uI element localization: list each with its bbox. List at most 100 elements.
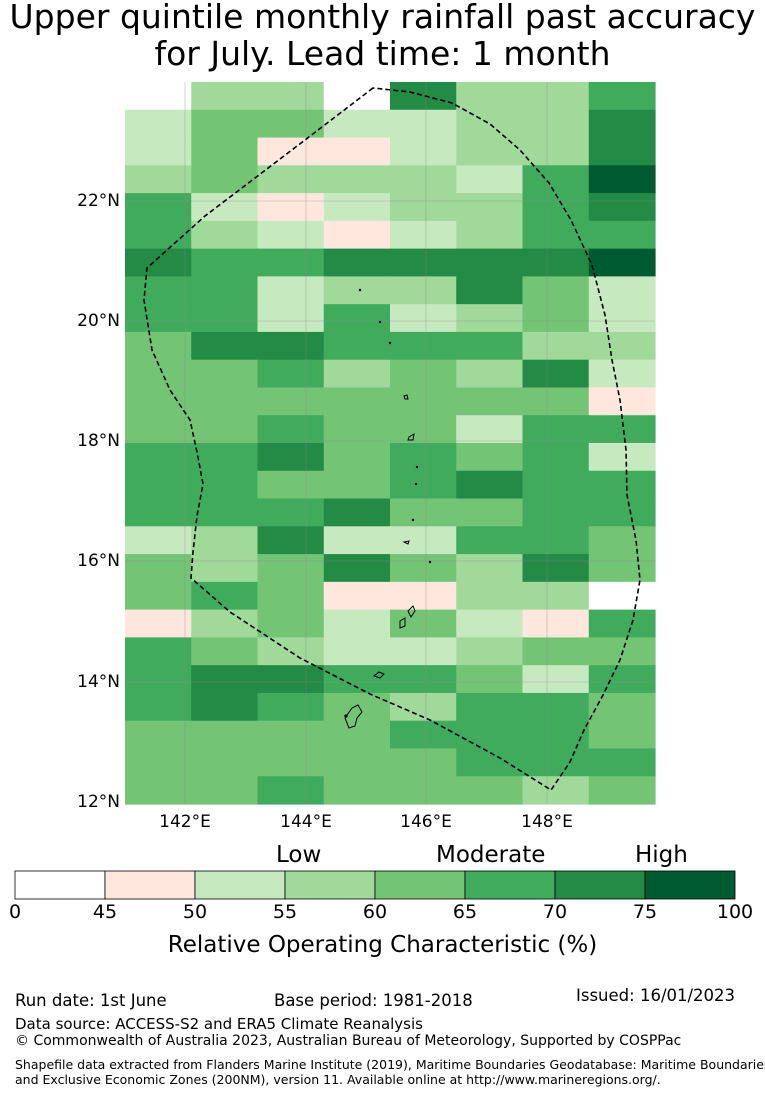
grid-cell: [588, 470, 656, 500]
grid-cell: [588, 415, 656, 444]
colorbar-segment: [644, 870, 736, 900]
grid-cell: [456, 720, 524, 750]
guam-marker: [344, 714, 348, 718]
lat-label-18n: 18°N: [77, 431, 120, 451]
grid-cell: [323, 720, 391, 750]
grid-cell: [456, 304, 524, 333]
grid-cell: [257, 109, 325, 139]
grid-cell: [257, 748, 325, 777]
grid-cell: [257, 581, 325, 611]
grid-cell: [191, 720, 259, 750]
grid-cell: [191, 526, 259, 555]
grid-cell: [191, 443, 259, 472]
grid-cell: [323, 193, 391, 222]
grid-cell: [125, 526, 192, 555]
colorbar-segment: [194, 870, 286, 900]
lon-label-144e: 144°E: [280, 812, 332, 832]
grid-cell: [323, 220, 391, 250]
grid-cell: [456, 776, 524, 805]
grid-cell: [522, 387, 590, 416]
grid-cell: [390, 526, 457, 555]
grid-cell: [257, 776, 325, 805]
saipan-coastline: [407, 605, 416, 618]
colorbar-segment: [14, 870, 106, 900]
grid-cell: [456, 665, 524, 694]
grid-cell: [125, 220, 192, 250]
grid-cell: [390, 276, 457, 305]
grid-cell: [390, 498, 457, 527]
colorbar-tick-45: 45: [92, 901, 118, 923]
grid-cell: [257, 387, 325, 416]
grid-cell: [390, 776, 457, 805]
grid-cell: [522, 109, 590, 139]
grid-cell: [390, 220, 457, 250]
grid-cell: [191, 82, 259, 111]
grid-cell: [323, 776, 391, 805]
grid-cell: [456, 109, 524, 139]
grid-cell: [390, 248, 457, 277]
lon-label-142e: 142°E: [159, 812, 211, 832]
grid-cell: [390, 665, 457, 694]
grid-cell: [323, 387, 391, 416]
grid-cell: [522, 82, 590, 111]
grid-cell: [588, 665, 656, 694]
grid-cell: [588, 359, 656, 389]
grid-cell: [588, 276, 656, 305]
copyright-notice: © Commonwealth of Australia 2023, Austra…: [15, 1033, 682, 1049]
grid-cell: [257, 165, 325, 194]
grid-cell: [323, 248, 391, 277]
agrihan-coastline: [403, 394, 409, 400]
grid-cell: [257, 443, 325, 472]
lat-label-12n: 12°N: [77, 792, 120, 812]
anatahan-coastline: [402, 540, 410, 545]
grid-cell: [588, 165, 656, 194]
grid-cell: [191, 470, 259, 500]
grid-cell: [456, 137, 524, 166]
grid-cell: [522, 720, 590, 750]
grid-cell: [522, 443, 590, 472]
grid-cell: [522, 609, 590, 638]
grid-cell: [390, 443, 457, 472]
grid-cell: [456, 637, 524, 666]
data-source: Data source: ACCESS-S2 and ERA5 Climate …: [15, 1015, 423, 1033]
grid-cell: [323, 470, 391, 500]
grid-cell: [191, 304, 259, 333]
grid-cell: [522, 193, 590, 222]
grid-cell: [456, 359, 524, 389]
grid-cell: [456, 276, 524, 305]
islet-marker: [414, 482, 418, 486]
grid-cell: [522, 248, 590, 277]
grid-cell: [125, 692, 192, 722]
grid-cell: [588, 776, 656, 805]
grid-cell: [390, 470, 457, 500]
grid-cell: [323, 109, 391, 139]
grid-cell: [323, 609, 391, 638]
grid-cell: [588, 82, 656, 111]
grid-cell: [257, 331, 325, 361]
grid-cell: [588, 720, 656, 750]
grid-cell: [323, 359, 391, 389]
grid-cell: [257, 415, 325, 444]
grid-cell: [390, 359, 457, 389]
lat-label-22n: 22°N: [77, 191, 120, 211]
grid-cell: [522, 498, 590, 527]
grid-cell: [257, 526, 325, 555]
grid-cell: [257, 276, 325, 305]
grid-cell: [125, 720, 192, 750]
grid-cell: [191, 748, 259, 777]
grid-cell: [323, 82, 391, 111]
grid-cell: [390, 304, 457, 333]
grid-cell: [522, 692, 590, 722]
grid-cell: [323, 443, 391, 472]
grid-cell: [125, 82, 192, 111]
grid-cell: [323, 498, 391, 527]
grid-cell: [588, 692, 656, 722]
grid-cell: [588, 443, 656, 472]
grid-cell: [456, 581, 524, 611]
lat-label-20n: 20°N: [77, 311, 120, 331]
grid-cell: [125, 776, 192, 805]
grid-cell: [191, 248, 259, 277]
grid-cell: [522, 359, 590, 389]
grid-cell: [257, 470, 325, 500]
